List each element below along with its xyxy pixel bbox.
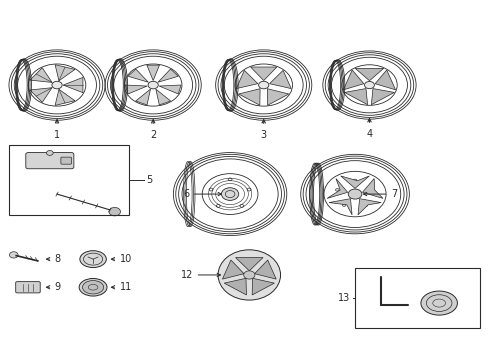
Polygon shape [55, 65, 75, 81]
Circle shape [221, 188, 238, 201]
Polygon shape [370, 89, 394, 105]
Text: 4: 4 [366, 129, 372, 139]
Polygon shape [269, 70, 291, 89]
Text: 5: 5 [145, 175, 152, 185]
Circle shape [46, 150, 53, 156]
Circle shape [364, 81, 374, 89]
Polygon shape [254, 260, 276, 279]
Polygon shape [30, 68, 52, 82]
Polygon shape [156, 89, 170, 105]
Text: 6: 6 [183, 189, 189, 199]
Polygon shape [235, 257, 263, 271]
Text: 7: 7 [390, 189, 396, 199]
Polygon shape [136, 89, 150, 105]
Circle shape [109, 207, 120, 216]
Circle shape [352, 179, 356, 182]
Polygon shape [362, 179, 382, 198]
Polygon shape [158, 69, 178, 82]
Circle shape [258, 81, 268, 89]
Bar [354, 268, 479, 328]
Polygon shape [267, 89, 288, 105]
Text: 10: 10 [119, 254, 131, 264]
Ellipse shape [79, 279, 107, 296]
Ellipse shape [420, 291, 456, 315]
Text: 2: 2 [150, 130, 156, 140]
Text: 13: 13 [337, 293, 349, 303]
Polygon shape [146, 65, 159, 81]
Polygon shape [343, 70, 363, 90]
Text: 11: 11 [119, 282, 131, 292]
Polygon shape [328, 199, 351, 215]
Polygon shape [238, 89, 260, 105]
Polygon shape [222, 260, 244, 279]
Polygon shape [224, 278, 246, 295]
Polygon shape [30, 88, 52, 102]
Ellipse shape [82, 280, 103, 294]
Circle shape [9, 252, 18, 258]
Text: 9: 9 [55, 282, 61, 292]
Circle shape [364, 204, 367, 206]
Circle shape [347, 189, 361, 199]
Circle shape [370, 189, 374, 191]
Polygon shape [128, 69, 148, 82]
FancyBboxPatch shape [26, 153, 74, 169]
Polygon shape [354, 68, 383, 81]
Text: 12: 12 [181, 270, 193, 280]
Polygon shape [250, 67, 276, 81]
Polygon shape [63, 77, 83, 93]
Polygon shape [374, 70, 395, 90]
Polygon shape [344, 89, 367, 105]
FancyBboxPatch shape [16, 282, 40, 293]
Circle shape [148, 81, 158, 89]
Circle shape [342, 204, 345, 206]
Ellipse shape [80, 251, 106, 267]
Text: 3: 3 [260, 130, 266, 140]
Polygon shape [159, 85, 181, 94]
Polygon shape [357, 199, 380, 215]
Polygon shape [340, 176, 368, 188]
Circle shape [52, 81, 62, 89]
Polygon shape [236, 70, 257, 89]
Circle shape [243, 271, 254, 279]
FancyBboxPatch shape [61, 157, 71, 164]
Bar [9, 145, 129, 215]
Polygon shape [125, 85, 147, 94]
Polygon shape [252, 278, 274, 295]
Polygon shape [326, 179, 347, 198]
Text: 1: 1 [54, 130, 60, 140]
Text: 8: 8 [55, 254, 61, 264]
Ellipse shape [218, 250, 280, 300]
Circle shape [335, 189, 339, 191]
Polygon shape [55, 89, 75, 105]
